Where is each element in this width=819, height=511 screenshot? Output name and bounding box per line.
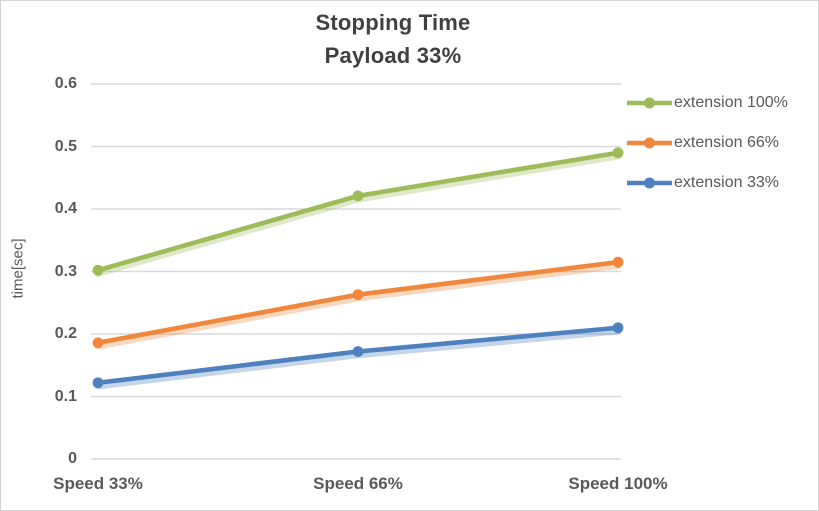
legend: extension 100% extension 66% extension 33%	[627, 83, 788, 203]
x-tick-label: Speed 100%	[568, 474, 668, 493]
data-point-marker	[352, 346, 364, 357]
legend-item-2: extension 33%	[627, 163, 788, 203]
y-tick-label: 0	[68, 450, 77, 467]
y-tick-label: 0.3	[54, 262, 77, 280]
chart-title-block: Stopping Time Payload 33%	[1, 6, 785, 72]
y-tick-label: 0.1	[54, 387, 77, 405]
data-point-marker	[92, 337, 104, 349]
data-point-marker	[612, 256, 624, 268]
data-point-marker	[92, 264, 104, 276]
legend-item-1: extension 66%	[627, 123, 788, 163]
data-point-marker	[612, 322, 624, 334]
chart-subtitle: Payload 33%	[324, 43, 462, 68]
legend-marker-icon	[627, 137, 672, 149]
y-tick-label: 0.6	[54, 75, 77, 92]
data-point-marker	[352, 190, 364, 202]
legend-label: extension 33%	[674, 174, 779, 191]
chart-title: Stopping Time	[315, 10, 471, 35]
legend-marker-icon	[627, 97, 672, 109]
y-tick-label: 0.4	[54, 200, 77, 217]
data-point-marker	[612, 147, 624, 159]
legend-item-0: extension 100%	[627, 83, 788, 123]
legend-marker-icon	[627, 177, 672, 189]
data-point-marker	[92, 377, 104, 389]
x-tick-label: Speed 66%	[313, 474, 403, 493]
legend-label: extension 66%	[674, 134, 779, 151]
series-glow	[94, 153, 622, 277]
y-tick-label: 0.2	[54, 325, 77, 342]
legend-label: extension 100%	[674, 94, 788, 111]
series-glow	[94, 328, 622, 390]
y-tick-label: 0.5	[54, 137, 77, 155]
x-tick-label: Speed 33%	[53, 474, 143, 493]
data-point-marker	[352, 289, 364, 301]
